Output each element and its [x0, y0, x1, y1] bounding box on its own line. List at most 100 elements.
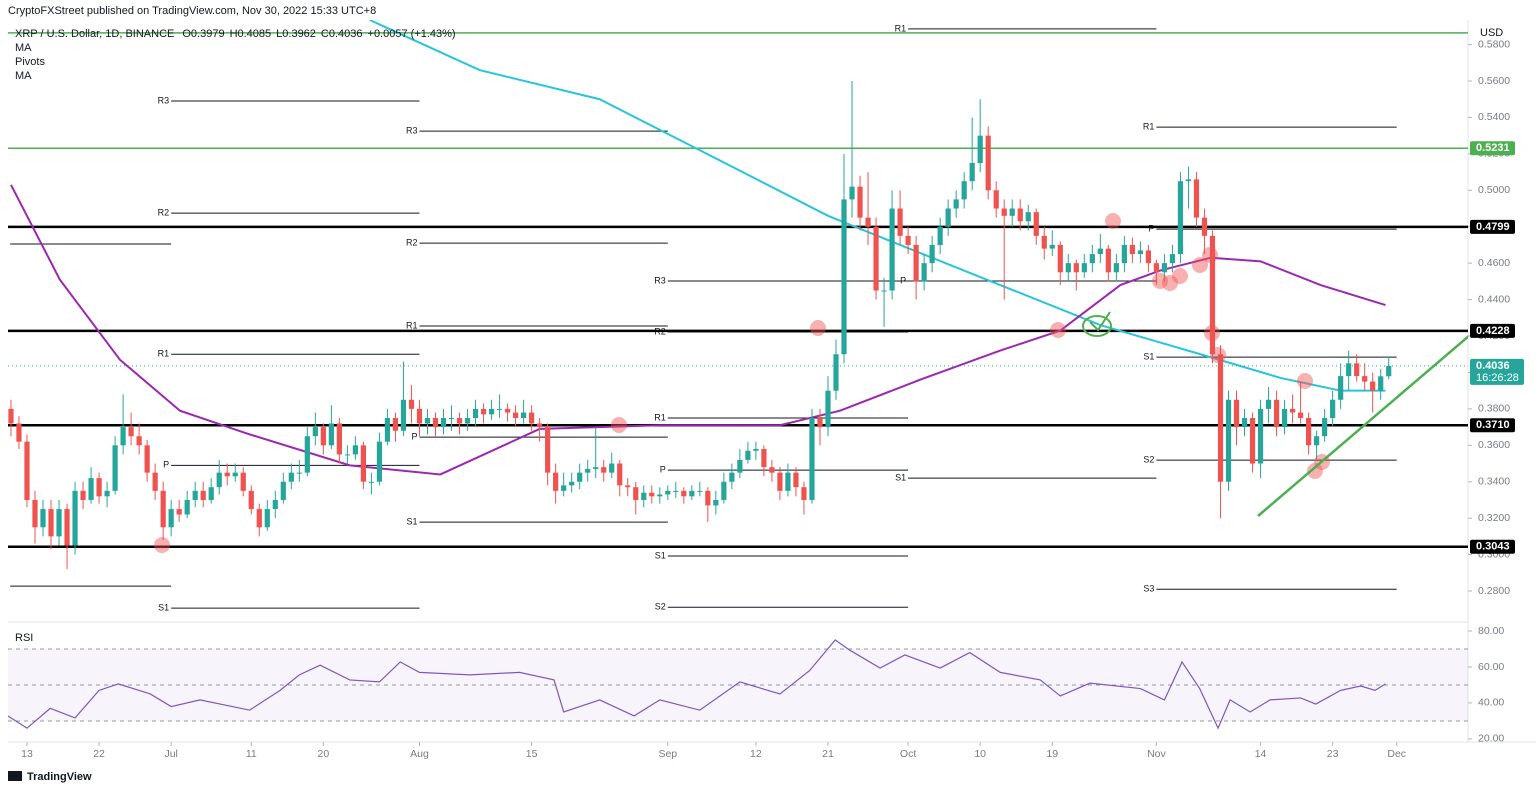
pivot-label: R3: [406, 125, 418, 135]
candle-body: [408, 399, 415, 409]
candle-body: [945, 208, 951, 227]
candle-body: [136, 436, 142, 446]
candle-body: [32, 499, 38, 528]
candle-body: [593, 467, 599, 469]
x-tick-label: 21: [822, 748, 834, 760]
x-tick-label: 19: [1046, 748, 1058, 760]
y-tick-label: 0.5600: [1478, 75, 1510, 87]
level-label: 0.4228: [1476, 325, 1510, 337]
candle-body: [112, 445, 118, 491]
candle-body: [1177, 181, 1184, 255]
candle-body: [488, 408, 495, 415]
candle-body: [537, 423, 543, 428]
pivot-label: P: [1148, 223, 1154, 233]
candle-body: [1089, 254, 1095, 264]
pivot-label: P: [163, 460, 169, 470]
indicator-legend: MA: [15, 42, 32, 54]
candle-body: [1273, 399, 1280, 428]
y-tick-label: 0.3800: [1478, 403, 1510, 415]
rsi-tick-label: 20.00: [1478, 733, 1504, 745]
pivot-label: R3: [158, 95, 170, 105]
candle-body: [248, 490, 254, 510]
candle-body: [1137, 250, 1143, 255]
x-tick-label: Aug: [410, 748, 429, 760]
candle-body: [1145, 250, 1152, 264]
level-label: 0.3043: [1476, 541, 1510, 553]
pivot-label: S1: [895, 472, 906, 482]
candle-body: [1129, 244, 1135, 255]
candle-body: [777, 472, 783, 491]
candle-body: [785, 472, 791, 491]
candle-body: [729, 472, 735, 482]
candle-body: [104, 490, 110, 497]
x-tick-label: Nov: [1147, 748, 1166, 760]
level-tag: [1470, 323, 1515, 338]
ohlc-value: H0.4085: [230, 28, 272, 40]
candle-body: [553, 472, 559, 491]
candle-body: [937, 226, 943, 245]
candle-body: [977, 135, 983, 163]
candle-body: [753, 448, 759, 451]
candle-body: [1354, 363, 1360, 377]
x-tick-label: Jul: [164, 748, 177, 760]
candle-body: [1217, 354, 1224, 482]
pivot-label: S2: [655, 602, 666, 612]
candle-body: [897, 208, 903, 236]
candle-body: [665, 490, 671, 495]
candle-body: [456, 417, 463, 424]
x-tick-label: 23: [1327, 748, 1339, 760]
x-tick-label: 15: [526, 748, 538, 760]
x-tick-label: 11: [246, 748, 257, 760]
last-price-tag: [1470, 358, 1524, 385]
candle-body: [1314, 436, 1320, 446]
pivot-label: R1: [654, 412, 666, 422]
candle-body: [521, 412, 527, 418]
last-price-label: 0.4036: [1476, 360, 1510, 372]
candle-body: [360, 445, 367, 482]
indicator-legend: Pivots: [15, 56, 45, 68]
y-tick-label: 0.3600: [1478, 439, 1510, 451]
pivot-label: R1: [895, 23, 907, 33]
candle-body: [1378, 376, 1384, 391]
x-tick-label: Sep: [658, 748, 677, 760]
x-tick-label: 10: [974, 748, 986, 760]
x-tick-label: 20: [318, 748, 330, 760]
candle-body: [601, 467, 607, 473]
candle-body: [400, 399, 407, 431]
check-mark: [1089, 311, 1111, 332]
rsi-tick-label: 40.00: [1478, 697, 1504, 709]
level-label: 0.3710: [1476, 419, 1510, 431]
candle-body: [745, 450, 751, 460]
candle-body: [561, 485, 567, 491]
x-tick-label: 22: [93, 748, 105, 760]
candle-body: [577, 472, 583, 482]
candle-body: [416, 408, 423, 424]
candle-body: [1041, 235, 1047, 249]
candle-body: [152, 472, 158, 491]
candle-body: [232, 472, 238, 477]
candle-body: [304, 436, 310, 473]
candle-body: [793, 472, 799, 488]
candle-body: [929, 244, 935, 264]
y-tick-label: 0.4600: [1478, 257, 1510, 269]
pivot-label: P: [900, 275, 906, 285]
candle-body: [1225, 399, 1232, 482]
candle-body: [769, 467, 775, 473]
candle-body: [448, 417, 455, 419]
candle-body: [841, 199, 847, 355]
candle-body: [801, 487, 807, 500]
candle-body: [208, 487, 214, 500]
candle-body: [889, 208, 895, 291]
candle-body: [1257, 408, 1264, 464]
candle-body: [1193, 179, 1200, 218]
candle-body: [1081, 263, 1087, 273]
candle-body: [993, 190, 999, 209]
rsi-title: RSI: [15, 632, 33, 644]
level-tag: [1470, 219, 1515, 234]
rsi-line: [8, 639, 1386, 730]
candle-body: [1121, 244, 1127, 264]
rsi-tick-label: 80.00: [1478, 625, 1504, 637]
candle-body: [1281, 408, 1288, 428]
candle-body: [1305, 417, 1312, 446]
candle-body: [905, 235, 911, 245]
